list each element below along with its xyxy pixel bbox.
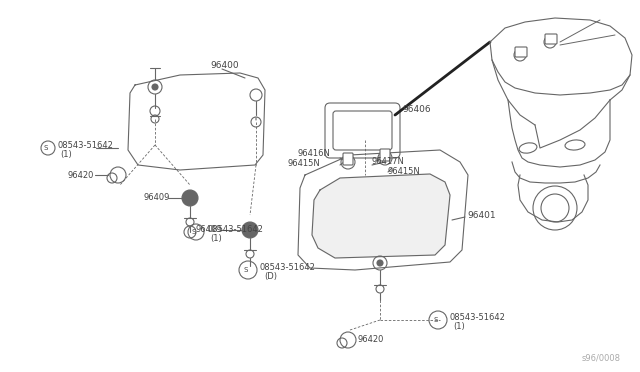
Polygon shape — [128, 73, 265, 170]
Circle shape — [246, 226, 254, 234]
Text: 96401: 96401 — [467, 211, 495, 219]
FancyBboxPatch shape — [515, 47, 527, 57]
Text: 96420: 96420 — [358, 336, 385, 344]
Text: 96420: 96420 — [68, 170, 94, 180]
Text: 08543-51642: 08543-51642 — [207, 224, 263, 234]
Text: 96417N: 96417N — [372, 157, 405, 167]
FancyBboxPatch shape — [380, 149, 390, 161]
Circle shape — [152, 84, 158, 90]
Text: S: S — [192, 229, 196, 235]
Text: 96415N: 96415N — [388, 167, 420, 176]
FancyBboxPatch shape — [325, 103, 400, 158]
Text: 96415N: 96415N — [288, 158, 321, 167]
Text: 08543-51642: 08543-51642 — [260, 263, 316, 272]
Polygon shape — [298, 150, 468, 270]
Text: (D): (D) — [264, 273, 277, 282]
Text: S: S — [44, 145, 48, 151]
Text: 96406: 96406 — [402, 106, 431, 115]
Text: 96409: 96409 — [195, 225, 221, 234]
FancyBboxPatch shape — [545, 34, 557, 44]
Text: S: S — [434, 317, 438, 323]
Text: 08543-51642: 08543-51642 — [450, 312, 506, 321]
Text: 96409: 96409 — [144, 193, 170, 202]
Text: (1): (1) — [210, 234, 221, 244]
Circle shape — [182, 190, 198, 206]
Circle shape — [377, 260, 383, 266]
Polygon shape — [312, 174, 450, 258]
Circle shape — [186, 194, 194, 202]
Circle shape — [242, 222, 258, 238]
Text: 96400: 96400 — [210, 61, 239, 71]
Text: (1): (1) — [60, 151, 72, 160]
Text: 96416N: 96416N — [298, 148, 331, 157]
Text: 08543-51642: 08543-51642 — [57, 141, 113, 150]
Text: s96/0008: s96/0008 — [582, 353, 621, 362]
Text: (1): (1) — [453, 323, 465, 331]
Text: S: S — [244, 267, 248, 273]
FancyBboxPatch shape — [343, 153, 353, 165]
